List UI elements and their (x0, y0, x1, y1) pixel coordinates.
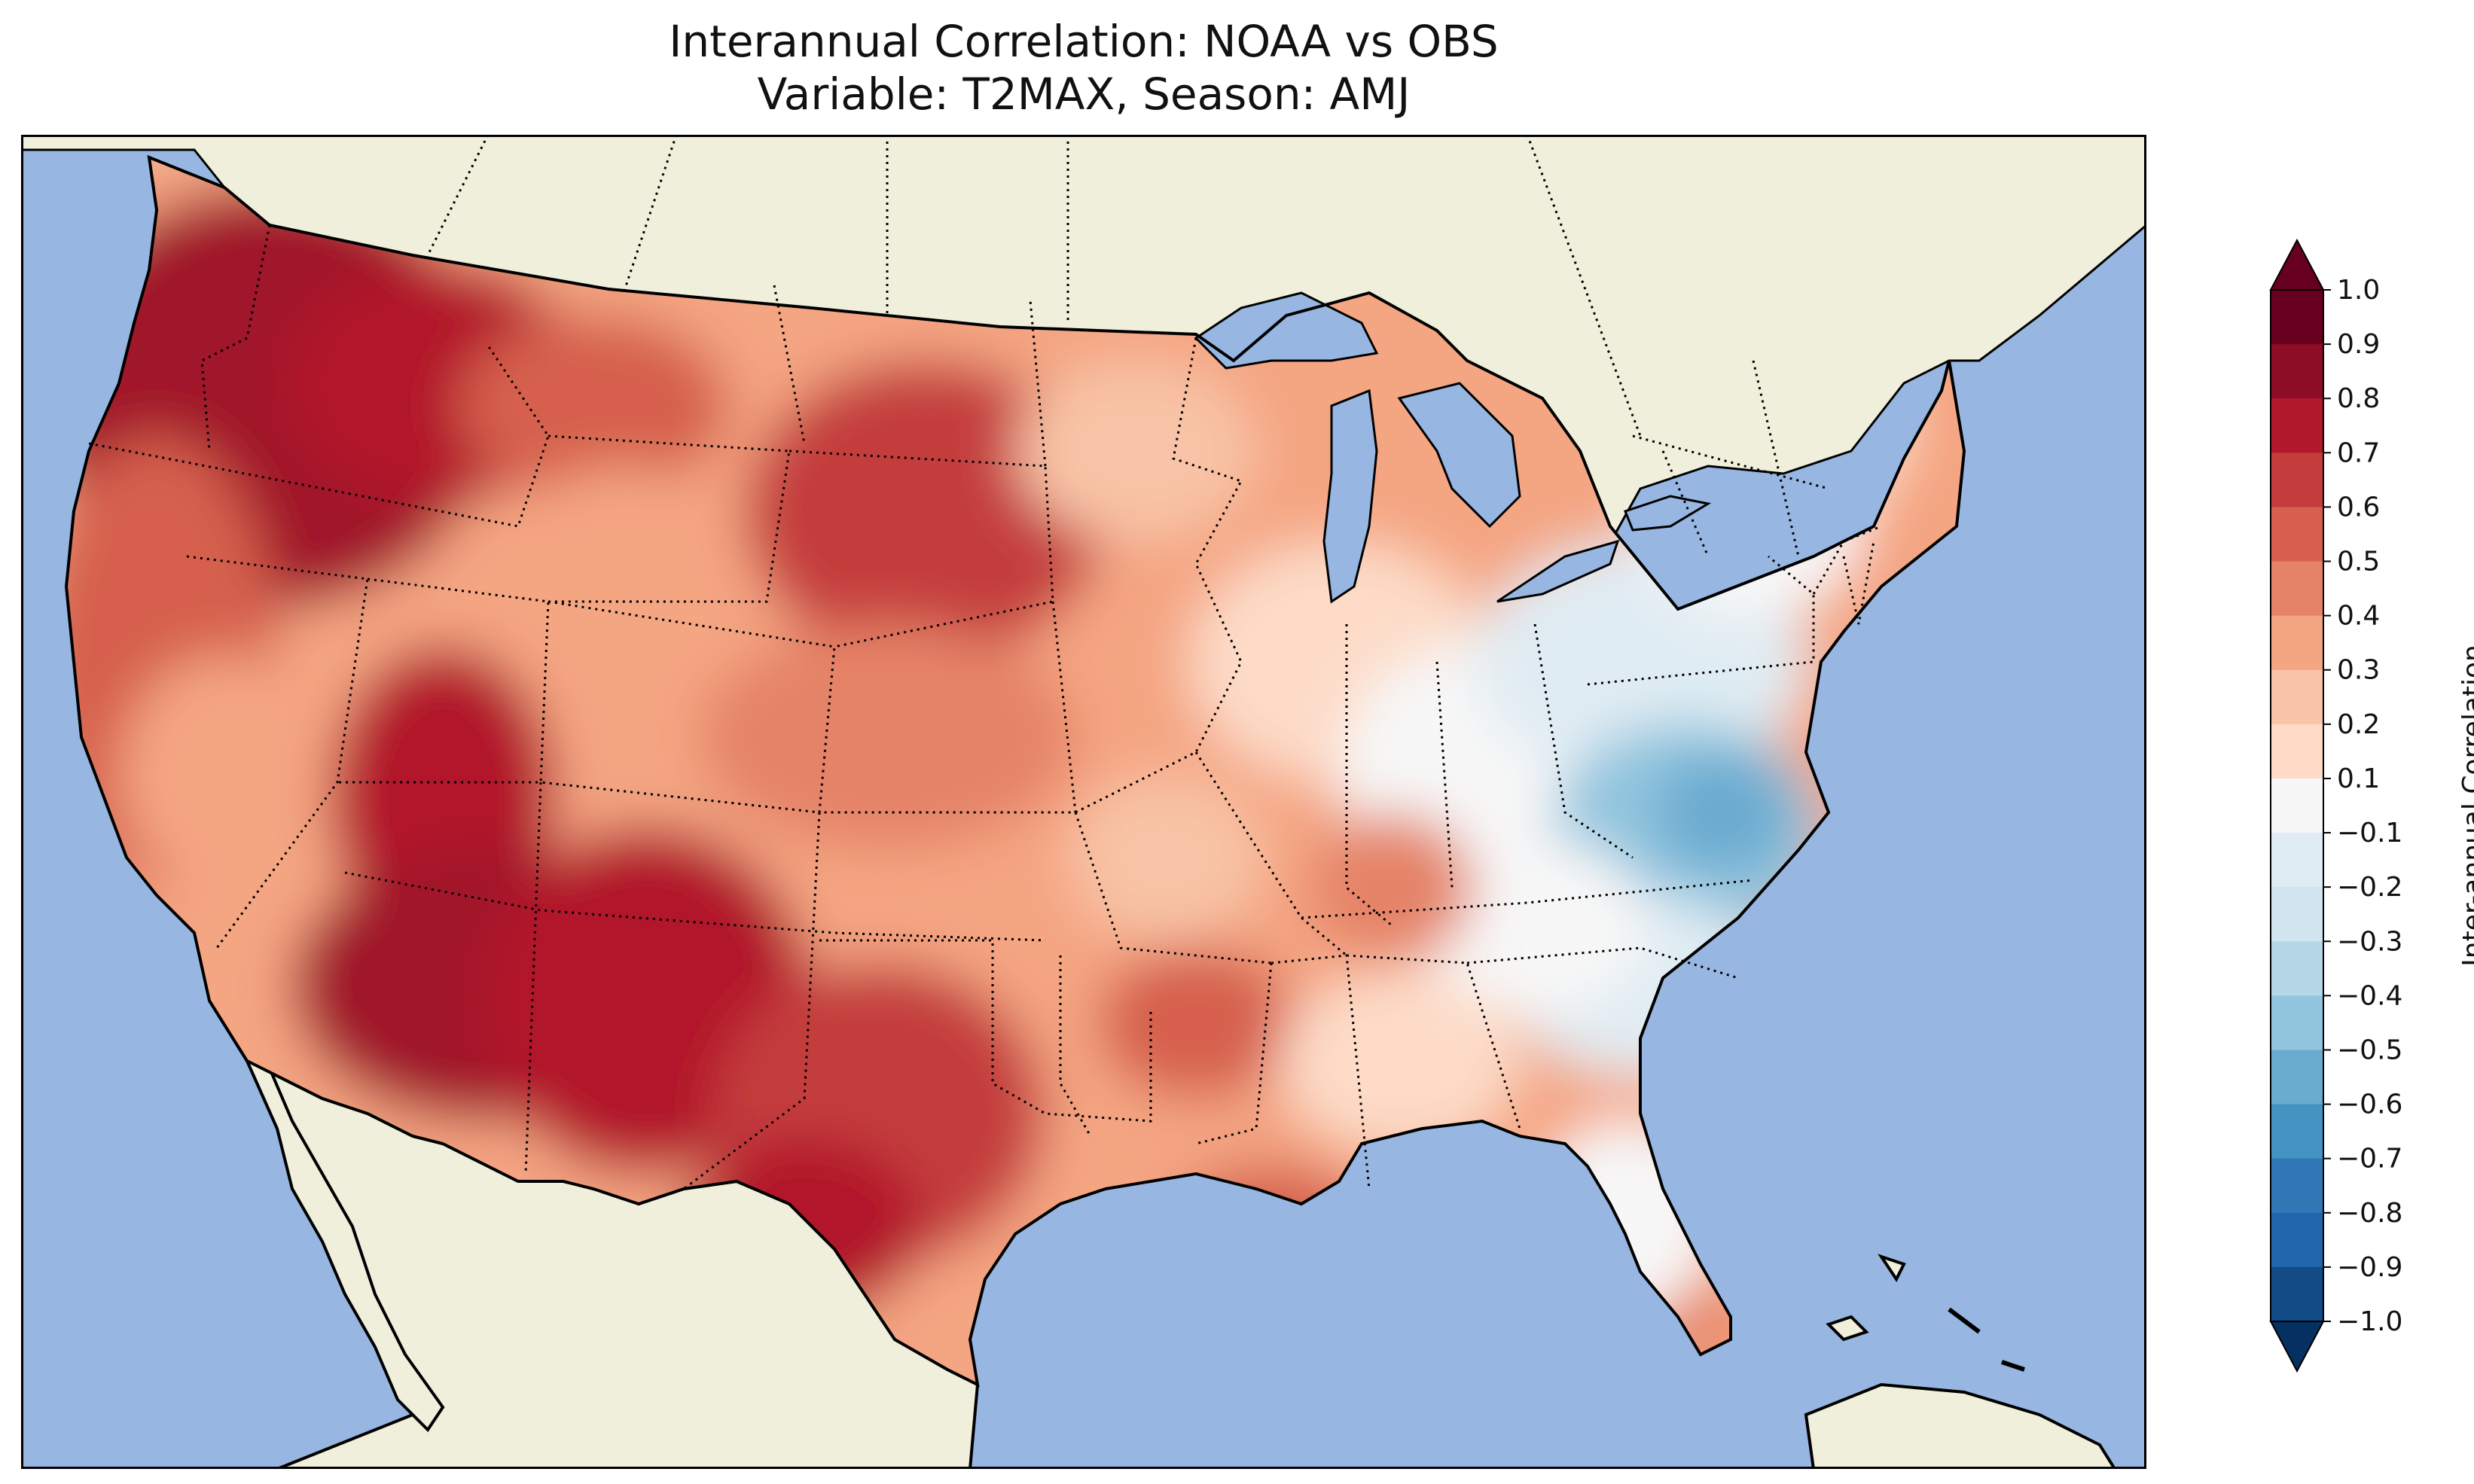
colorbar-tick-label: 0.1 (2337, 763, 2380, 794)
colorbar-swatch (2271, 615, 2323, 671)
colorbar-swatch (2271, 833, 2323, 888)
colorbar-swatch (2271, 398, 2323, 453)
colorbar-tick-label: 0.3 (2337, 655, 2380, 686)
colorbar-swatch (2271, 344, 2323, 399)
colorbar-outline (2270, 289, 2324, 1322)
map-panel (21, 135, 2146, 1469)
colorbar-swatch (2271, 995, 2323, 1050)
colorbar-swatch (2271, 290, 2323, 345)
colorbar-swatch (2271, 1050, 2323, 1105)
chart-title-line1: Interannual Correlation: NOAA vs OBS (669, 16, 1499, 67)
colorbar-swatch (2271, 1158, 2323, 1214)
bahamas-island-2 (1878, 1254, 1906, 1282)
chart-title-line2: Variable: T2MAX, Season: AMJ (757, 69, 1411, 120)
colorbar-swatch (2271, 507, 2323, 562)
lake-huron (1397, 382, 1521, 529)
colorbar-swatch (2271, 453, 2323, 507)
colorbar-tick-label: −0.8 (2337, 1198, 2402, 1229)
colorbar-tick-label: −0.3 (2337, 926, 2402, 957)
lake-superior (1194, 291, 1379, 370)
colorbar-tick-label: −0.1 (2337, 818, 2402, 849)
colorbar-tick-label: −0.9 (2337, 1252, 2402, 1283)
colorbar-tick-label: 0.9 (2337, 329, 2380, 360)
colorbar-swatch (2271, 941, 2323, 996)
province-borders (426, 135, 1829, 490)
great-lakes (1194, 291, 1712, 604)
colorbar-label: Inter-annual Correlation (2457, 644, 2474, 967)
colorbar-swatch (2271, 561, 2323, 617)
colorbar-swatch (2271, 887, 2323, 942)
colorbar-tick-label: 0.7 (2337, 437, 2380, 468)
colorbar-tick-label: −0.6 (2337, 1089, 2402, 1120)
colorbar-tick-label: 0.5 (2337, 547, 2380, 577)
lake-michigan (1322, 389, 1378, 604)
colorbar-tick-label: −0.7 (2337, 1144, 2402, 1175)
colorbar-tick-label: 0.2 (2337, 709, 2380, 740)
colorbar-swatch (2271, 1266, 2323, 1322)
colorbar-tick-label: 0.6 (2337, 492, 2380, 523)
baja-california (208, 999, 445, 1433)
colorbar-swatch (2271, 669, 2323, 725)
lake-erie (1496, 539, 1620, 603)
colorbar-swatch (2271, 1104, 2323, 1159)
colorbar-tick-label: −1.0 (2337, 1306, 2402, 1337)
colorbar-swatch (2271, 724, 2323, 779)
bahamas-island-3 (1948, 1307, 2025, 1372)
cuba-landmass (1804, 1382, 2117, 1469)
colorbar-tick-label: −0.5 (2337, 1035, 2402, 1065)
colorbar-extend-top (2269, 238, 2325, 291)
bahamas-island-1 (1826, 1315, 1869, 1342)
colorbar-tick-label: 1.0 (2337, 275, 2380, 306)
colorbar: 1.0 0.9 0.8 0.7 0.6 0.5 0.4 0.3 0.2 0.1 −0.1 −0.2 −0… (2269, 238, 2474, 1373)
map-frame-border (21, 135, 2146, 1469)
colorbar-tick-label: −0.2 (2337, 872, 2402, 903)
state-borders (88, 224, 1882, 1190)
colorbar-swatch (2271, 778, 2323, 833)
colorbar-extend-bottom (2269, 1321, 2325, 1373)
colorbar-tick-label: 0.4 (2337, 601, 2380, 632)
colorbar-swatch (2271, 1212, 2323, 1268)
colorbar-tick-label: 0.8 (2337, 383, 2380, 414)
colorbar-tick-label: −0.4 (2337, 980, 2402, 1011)
